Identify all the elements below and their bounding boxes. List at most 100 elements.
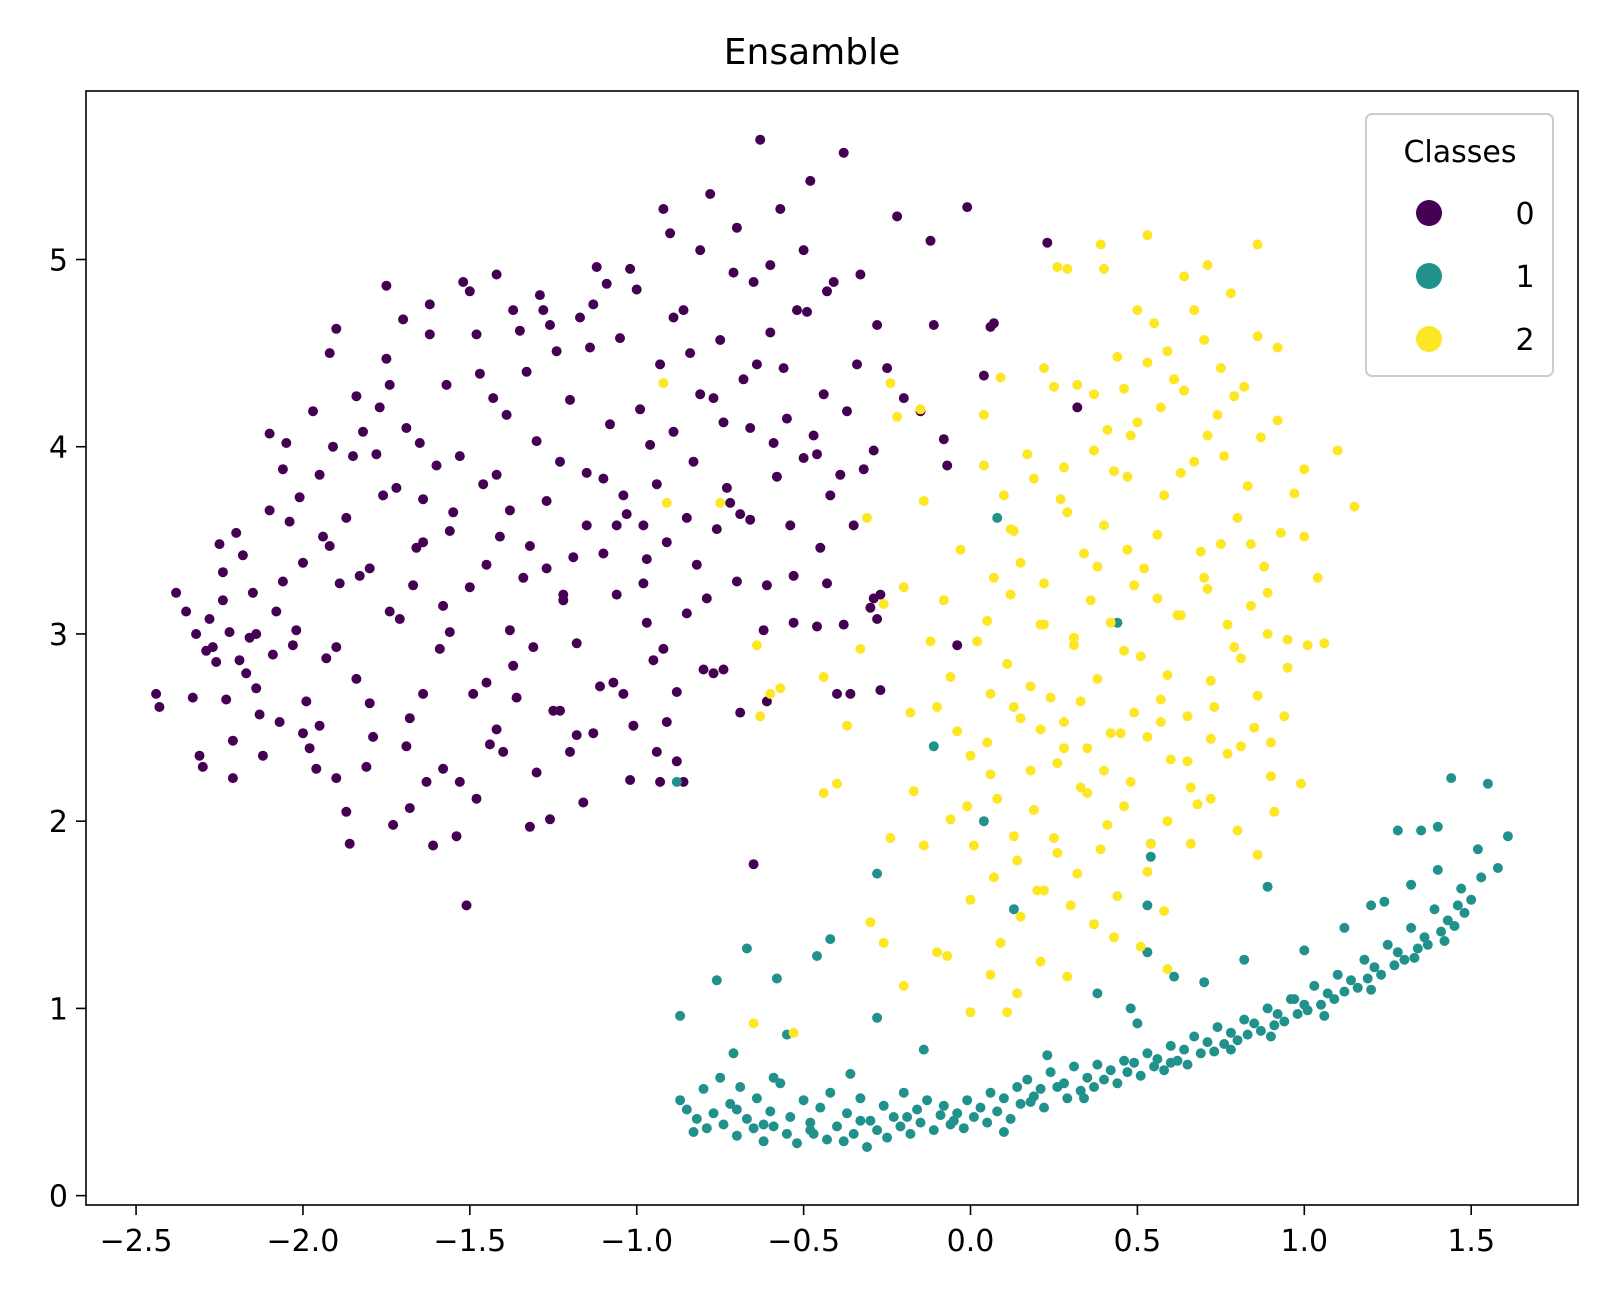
class-1-point-172	[1092, 988, 1103, 999]
class-1-point-26	[815, 1102, 826, 1113]
class-0-point-205	[401, 423, 412, 433]
class-0-point-218	[618, 490, 629, 501]
class-2-point-120	[1219, 451, 1230, 462]
class-0-point-196	[264, 505, 275, 516]
class-0-point-98	[688, 456, 699, 467]
class-1-point-66	[1045, 1067, 1056, 1078]
class-1-point-74	[1092, 1059, 1103, 1070]
class-1-point-93	[1209, 1046, 1220, 1057]
class-2-point-167	[1002, 1007, 1013, 1018]
class-2-point-121	[1242, 481, 1253, 491]
class-0-point-201	[341, 512, 352, 523]
class-0-point-231	[835, 469, 846, 480]
class-0-point-7	[204, 614, 215, 624]
class-0-point-288	[618, 688, 629, 699]
class-0-point-112	[765, 327, 776, 338]
class-2-point-153	[1065, 900, 1076, 911]
class-0-point-147	[1072, 402, 1083, 413]
class-1-point-133	[1449, 921, 1460, 931]
class-2-point-29	[978, 460, 989, 471]
class-0-point-284	[454, 776, 465, 787]
class-1-point-30	[838, 1136, 849, 1147]
class-0-point-54	[441, 379, 452, 390]
class-2-point-11	[855, 643, 866, 654]
class-0-point-167	[578, 797, 589, 808]
class-1-point-149	[978, 816, 989, 827]
class-0-point-16	[237, 550, 248, 561]
class-2-point-193	[1092, 561, 1103, 572]
class-0-point-243	[658, 643, 669, 654]
class-0-point-285	[491, 724, 502, 735]
class-1-point-100	[1249, 1018, 1260, 1029]
class-2-point-150	[988, 872, 999, 883]
class-2-point-212	[1105, 728, 1116, 739]
class-1-point-195	[1409, 952, 1420, 963]
class-0-point-194	[201, 645, 212, 656]
class-1-point-5	[698, 1083, 709, 1094]
class-0-point-33	[324, 348, 335, 359]
class-2-point-100	[1202, 260, 1213, 271]
class-0-point-223	[701, 593, 712, 604]
class-0-point-64	[494, 531, 505, 542]
class-0-point-97	[681, 608, 692, 619]
class-2-point-190	[982, 615, 993, 626]
class-1-point-188	[1025, 1097, 1036, 1107]
class-2-point-127	[1099, 765, 1109, 776]
class-0-point-31	[318, 531, 328, 542]
class-0-point-235	[438, 763, 449, 774]
class-0-point-247	[788, 617, 799, 628]
class-0-point-35	[334, 578, 345, 589]
class-0-point-26	[291, 625, 302, 636]
class-0-point-138	[928, 320, 939, 330]
class-2-point-189	[1015, 557, 1026, 568]
class-0-point-268	[408, 580, 419, 591]
class-1-point-24	[805, 1117, 816, 1128]
class-1-point-125	[1399, 954, 1410, 965]
class-2-point-101	[1189, 305, 1200, 316]
class-0-point-28	[301, 696, 312, 707]
class-2-point-115	[1109, 466, 1119, 477]
class-1-point-88	[1179, 1044, 1190, 1055]
class-2-point-87	[1255, 432, 1266, 443]
class-0-point-244	[681, 512, 692, 523]
class-0-point-198	[294, 492, 305, 503]
class-0-point-60	[474, 368, 485, 379]
class-2-point-164	[878, 937, 889, 948]
class-2-point-142	[1119, 801, 1130, 812]
class-1-point-7	[708, 1108, 719, 1119]
class-1-point-11	[731, 1130, 742, 1141]
class-2-point-55	[1102, 819, 1113, 830]
class-2-point-105	[1052, 262, 1063, 272]
class-2-point-161	[1062, 971, 1073, 982]
class-0-point-282	[364, 698, 375, 709]
class-1-point-42	[905, 1128, 916, 1139]
class-0-point-276	[708, 393, 719, 404]
class-1-point-85	[1159, 1065, 1170, 1076]
class-0-point-161	[661, 717, 672, 727]
class-0-point-76	[565, 394, 575, 405]
class-0-point-283	[404, 803, 415, 814]
class-1-point-199	[1432, 864, 1443, 875]
class-0-point-118	[798, 453, 809, 463]
class-0-point-204	[384, 379, 395, 390]
class-0-point-58	[464, 582, 475, 593]
class-1-point-6	[701, 1123, 712, 1134]
class-2-point-192	[1069, 632, 1079, 643]
class-0-point-46	[398, 314, 409, 325]
class-1-point-127	[1412, 943, 1423, 954]
class-2-point-133	[1229, 642, 1240, 653]
class-2-point-44	[1049, 833, 1059, 843]
class-0-point-114	[775, 204, 786, 214]
class-0-point-184	[344, 838, 355, 849]
class-2-point-171	[748, 1018, 759, 1029]
class-0-point-53	[434, 643, 445, 654]
class-0-point-214	[555, 456, 565, 467]
class-1-point-91	[1195, 1048, 1206, 1059]
class-1-point-39	[888, 1112, 899, 1122]
class-1-point-33	[855, 1093, 866, 1104]
class-1-point-182	[998, 1127, 1009, 1137]
class-0-point-260	[765, 260, 776, 271]
class-2-point-2	[715, 497, 726, 508]
class-2-point-199	[1245, 539, 1256, 550]
class-2-point-102	[1142, 230, 1153, 241]
